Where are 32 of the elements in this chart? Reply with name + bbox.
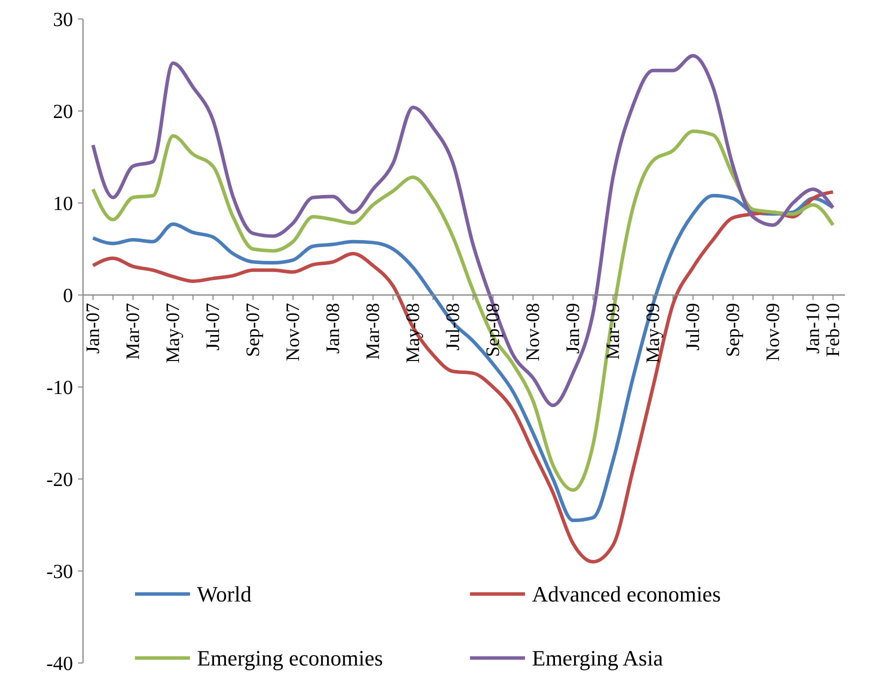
y-tick-label: 10 xyxy=(53,193,73,215)
x-tick-label: Jan-10 xyxy=(803,303,824,354)
legend-label: Emerging economies xyxy=(197,646,383,671)
x-tick-label: Feb-10 xyxy=(823,303,844,357)
x-tick-label: Mar-07 xyxy=(123,303,144,360)
x-tick-label: Mar-09 xyxy=(603,303,624,360)
x-tick-label: Sep-09 xyxy=(723,303,744,357)
x-tick-label: May-09 xyxy=(643,303,664,364)
x-tick-label: Sep-08 xyxy=(483,303,504,357)
x-tick-label: Jul-07 xyxy=(203,303,224,350)
legend-label: World xyxy=(197,582,252,607)
x-tick-label: May-08 xyxy=(403,303,424,364)
x-tick-label: May-07 xyxy=(163,303,184,364)
x-tick-label: Jan-08 xyxy=(323,303,344,354)
y-tick-label: 0 xyxy=(63,285,73,307)
y-tick-label: -20 xyxy=(46,469,73,491)
x-tick-label: Nov-07 xyxy=(283,303,304,362)
y-tick-label: 30 xyxy=(53,9,73,31)
y-tick-label: -40 xyxy=(46,653,73,675)
y-tick-label: 20 xyxy=(53,101,73,123)
x-tick-label: Jul-09 xyxy=(683,303,704,350)
legend-label: Advanced economies xyxy=(532,582,721,607)
y-tick-label: -10 xyxy=(46,377,73,399)
x-tick-label: Sep-07 xyxy=(243,303,264,357)
x-tick-label: Mar-08 xyxy=(363,303,384,360)
x-tick-label: Jan-07 xyxy=(83,303,104,354)
x-tick-label: Nov-08 xyxy=(523,303,544,362)
legend-label: Emerging Asia xyxy=(532,646,664,671)
y-tick-label: -30 xyxy=(46,561,73,583)
x-tick-label: Jan-09 xyxy=(563,303,584,354)
x-tick-label: Jul-08 xyxy=(443,303,464,350)
x-tick-label: Nov-09 xyxy=(763,303,784,362)
